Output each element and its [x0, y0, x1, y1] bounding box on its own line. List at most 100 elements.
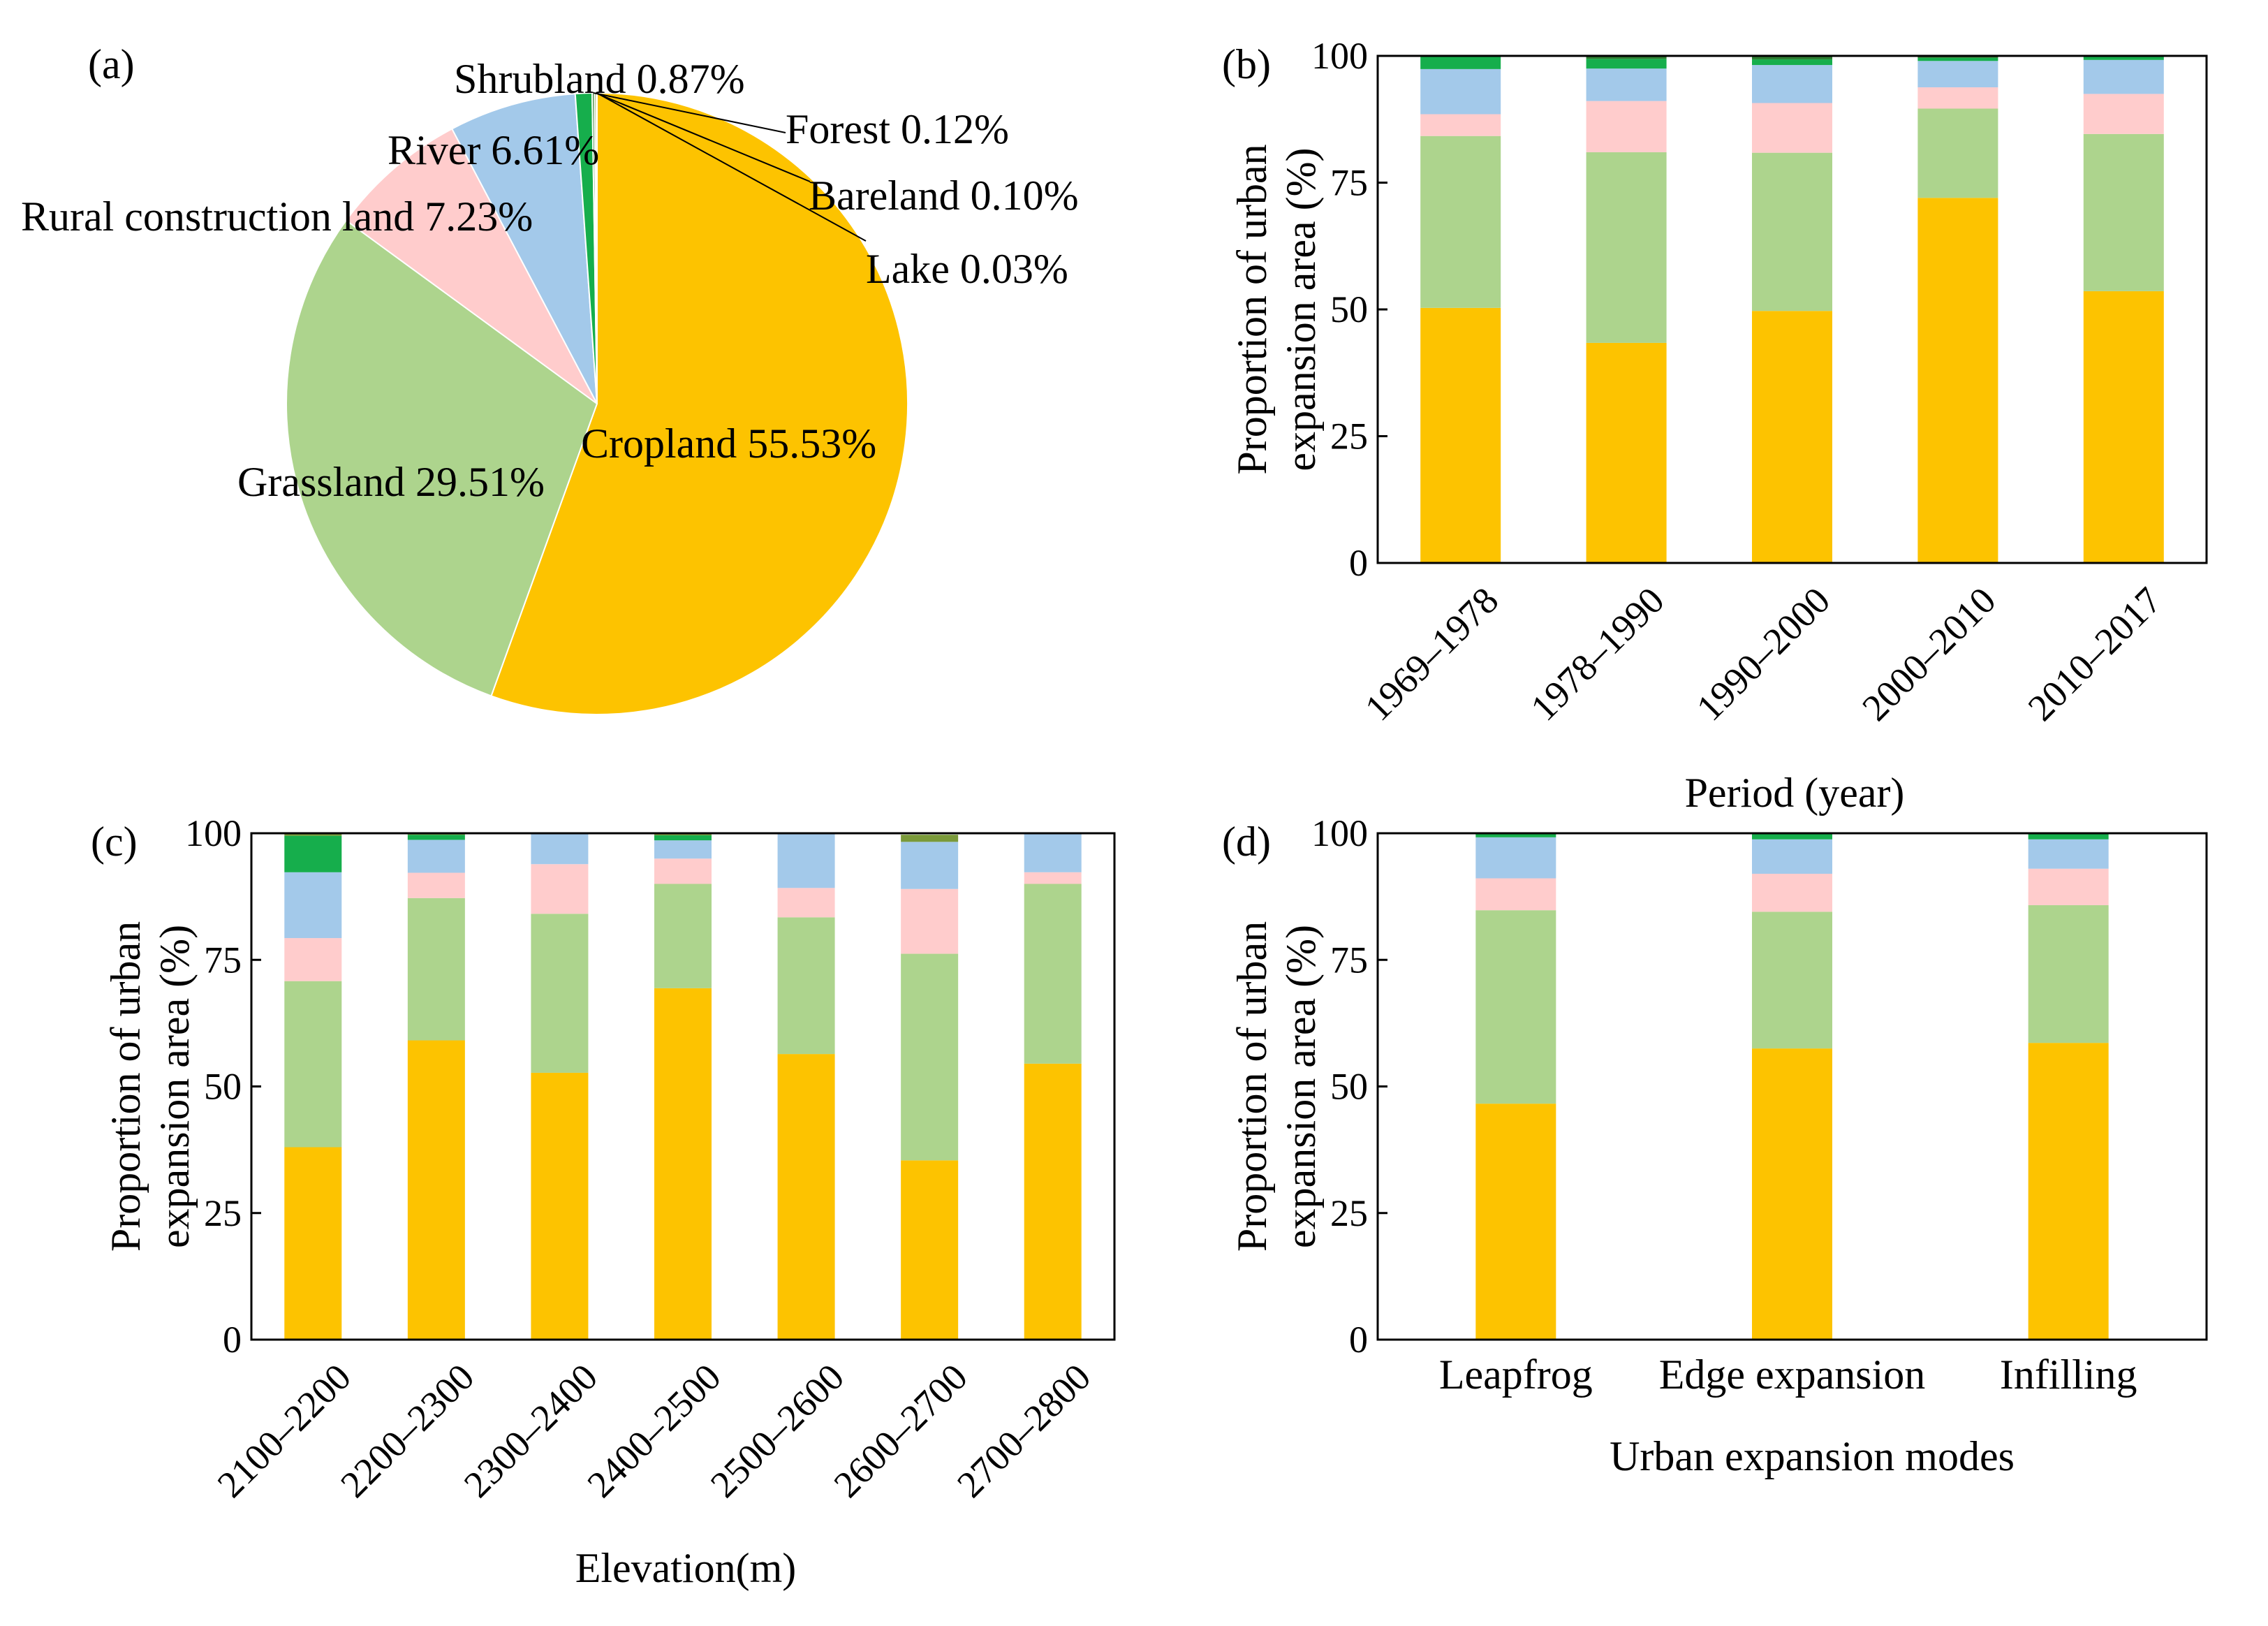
y-axis-title-b: Proportion of urbanexpansion area (%): [1229, 144, 1324, 474]
bar-b-1990-2000-shrubland: [1752, 59, 1832, 66]
bar-c-2300-2400-grassland: [531, 914, 589, 1073]
bar-d-edge-expansion-river: [1752, 839, 1832, 874]
pie-leader-forest: [593, 92, 786, 133]
x-axis-title-b: Period (year): [1685, 770, 1905, 816]
bar-c-2300-2400-river: [531, 833, 589, 865]
panel-d-letter: (d): [1222, 819, 1271, 865]
bar-b-1978-1990-forest: [1586, 56, 1667, 59]
pie-label-shrubland: Shrubland 0.87%: [454, 56, 745, 102]
pie-label-grassland: Grassland 29.51%: [237, 459, 545, 505]
pie-slice-rural-construction-land: [345, 128, 598, 404]
bar-b-1969-1978-grassland: [1420, 136, 1501, 308]
bar-c-2200-2300-shrubland: [407, 835, 465, 840]
bar-b-2000-2010-river: [1917, 61, 1998, 88]
bar-c-2600-2700-grassland: [901, 953, 959, 1161]
bar-c-2100-2200-rural-construction-land: [284, 938, 342, 981]
bar-b-2010-2017-cropland: [2083, 291, 2164, 563]
panel-a-letter: (a): [88, 41, 135, 87]
bar-b-1969-1978-cropland: [1420, 307, 1501, 563]
panel-c-letter: (c): [91, 819, 138, 865]
bar-b-1978-1990-rural-construction-land: [1586, 101, 1667, 152]
y-tick-label-c-50: 50: [204, 1066, 242, 1108]
bar-c-2100-2200-river: [284, 872, 342, 939]
x-tick-label-c-2100-2200: 2100–2200: [209, 1356, 359, 1505]
pie-label-forest: Forest 0.12%: [786, 106, 1009, 152]
y-tick-label-d-25: 25: [1330, 1192, 1368, 1234]
x-tick-label-b-2000-2010: 2000–2010: [1854, 579, 2003, 728]
bar-d-leapfrog-cropland: [1475, 1104, 1556, 1340]
bar-b-1978-1990-shrubland: [1586, 59, 1667, 69]
bar-b-2010-2017-river: [2083, 59, 2164, 94]
y-tick-label-d-100: 100: [1311, 812, 1368, 854]
y-tick-label-b-25: 25: [1330, 416, 1368, 457]
bar-b-2000-2010-shrubland: [1917, 57, 1998, 61]
y-axis-title-line-1: Proportion of urban: [1229, 144, 1275, 474]
bar-d-infilling-shrubland: [2028, 834, 2109, 840]
bar-c-2200-2300-grassland: [407, 898, 465, 1041]
y-tick-label-b-100: 100: [1311, 35, 1368, 77]
bar-c-2600-2700-rural-construction-land: [901, 888, 959, 954]
y-axis-title-line-2: expansion area (%): [1278, 147, 1324, 471]
bar-c-2300-2400-cropland: [531, 1072, 589, 1340]
bar-c-2700-2800-rural-construction-land: [1024, 872, 1082, 884]
bar-d-leapfrog-river: [1475, 837, 1556, 879]
y-tick-label-c-25: 25: [204, 1192, 242, 1234]
bar-b-2010-2017-grassland: [2083, 133, 2164, 291]
y-tick-label-c-75: 75: [204, 939, 242, 981]
bar-d-edge-expansion-grassland: [1752, 911, 1832, 1049]
y-axis-title-line-1: Proportion of urban: [103, 921, 149, 1252]
y-tick-label-c-0: 0: [223, 1319, 242, 1361]
y-axis-title-line-1: Proportion of urban: [1229, 921, 1275, 1252]
pie-leader-lake: [596, 92, 867, 242]
bar-c-2400-2500-grassland: [654, 884, 712, 988]
y-tick-label-b-50: 50: [1330, 288, 1368, 330]
bar-d-leapfrog-rural-construction-land: [1475, 878, 1556, 911]
pie-slice-river: [450, 93, 598, 404]
bar-b-2010-2017-rural-construction-land: [2083, 94, 2164, 134]
bar-c-2500-2600-grassland: [777, 917, 835, 1055]
bar-b-2000-2010-rural-construction-land: [1917, 87, 1998, 109]
bar-c-2500-2600-cropland: [777, 1054, 835, 1340]
pie-slice-cropland: [490, 91, 908, 715]
x-axis-title-d: Urban expansion modes: [1610, 1433, 2015, 1479]
x-tick-label-c-2600-2700: 2600–2700: [826, 1356, 975, 1505]
x-tick-label-c-2200-2300: 2200–2300: [332, 1356, 482, 1505]
bar-d-infilling-grassland: [2028, 904, 2109, 1043]
y-tick-label-b-0: 0: [1349, 542, 1368, 584]
x-tick-label-b-2010-2017: 2010–2017: [2020, 579, 2170, 728]
pie-leader-lines: [593, 92, 867, 242]
y-axis-title-d: Proportion of urbanexpansion area (%): [1229, 921, 1324, 1252]
bar-c-2100-2200-grassland: [284, 981, 342, 1148]
bar-d-infilling-rural-construction-land: [2028, 868, 2109, 905]
bar-b-1990-2000-forest: [1752, 56, 1832, 60]
bar-c-2500-2600-rural-construction-land: [777, 888, 835, 918]
bar-b-1990-2000-grassland: [1752, 152, 1832, 312]
pie-slices: [286, 91, 908, 715]
x-tick-label-d-leapfrog: Leapfrog: [1439, 1352, 1593, 1398]
y-axis-title-c: Proportion of urbanexpansion area (%): [103, 921, 198, 1252]
bar-c-2700-2800-cropland: [1024, 1063, 1082, 1340]
bar-c-2400-2500-rural-construction-land: [654, 858, 712, 884]
panel-b-bar-chart: (b)1969–1978 1978–1990 1990–2000 2000–2010 2…: [1222, 35, 2208, 816]
panel-a-pie-chart: (a) Cropland 55.53% Grassland 29.51% Rural…: [21, 41, 1079, 715]
bar-c-2700-2800-grassland: [1024, 884, 1082, 1064]
bar-b-2000-2010-grassland: [1917, 108, 1998, 198]
bar-c-2100-2200-bareland: [284, 833, 342, 836]
bar-d-leapfrog-grassland: [1475, 910, 1556, 1104]
bar-b-1978-1990-grassland: [1586, 152, 1667, 343]
x-tick-label-c-2500-2600: 2500–2600: [702, 1356, 852, 1505]
x-tick-label-b-1978-1990: 1978–1990: [1522, 579, 1672, 728]
y-tick-label-b-75: 75: [1330, 162, 1368, 204]
bar-d-infilling-river: [2028, 839, 2109, 869]
pie-label-lake: Lake 0.03%: [866, 246, 1068, 292]
bar-c-2400-2500-cropland: [654, 988, 712, 1340]
bar-b-2010-2017-shrubland: [2083, 57, 2164, 60]
bar-c-2100-2200-shrubland: [284, 835, 342, 872]
bar-b-1969-1978-river: [1420, 68, 1501, 115]
y-tick-label-c-100: 100: [185, 812, 242, 854]
y-tick-label-d-0: 0: [1349, 1319, 1368, 1361]
pie-leader-bareland: [595, 92, 811, 182]
bar-c-2500-2600-river: [777, 833, 835, 888]
panel-d-bar-chart: (d) Leapfrog Edge expansion Infilling 0 25 50 7…: [1222, 812, 2208, 1479]
